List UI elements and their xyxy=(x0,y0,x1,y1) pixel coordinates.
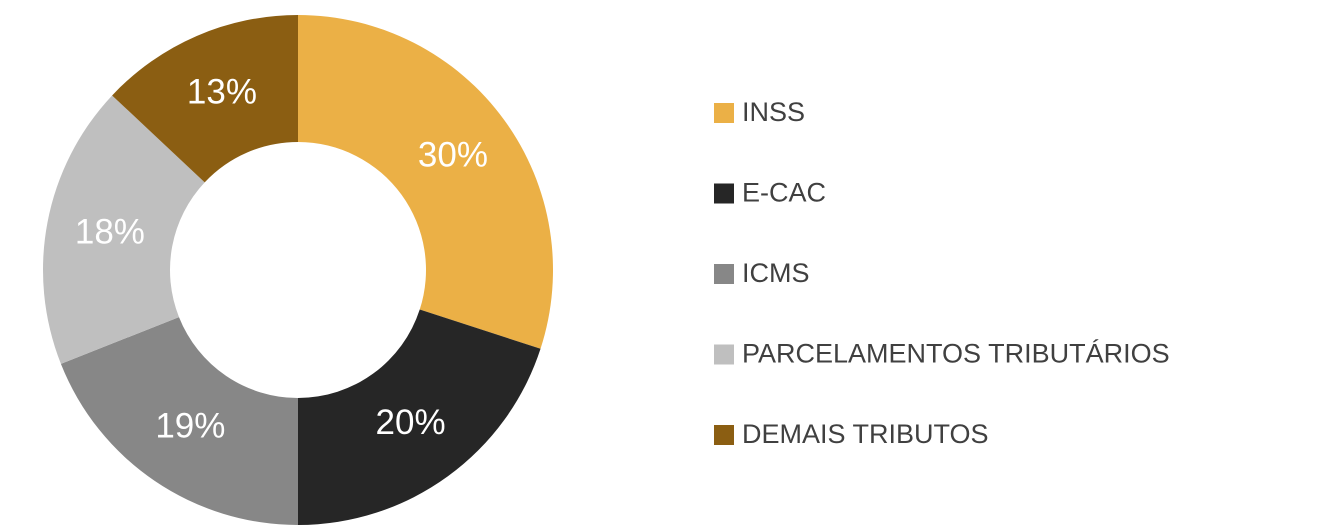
slice-label: 20% xyxy=(376,403,446,442)
legend-swatch xyxy=(714,103,734,123)
legend-swatch xyxy=(714,183,734,204)
slice xyxy=(298,309,541,525)
legend-swatch xyxy=(714,425,734,445)
slice xyxy=(112,15,298,183)
slice xyxy=(43,95,205,364)
slice-label: 30% xyxy=(418,136,488,175)
legend-label: E-CAC xyxy=(742,178,826,208)
legend-label: ICMS xyxy=(742,258,810,288)
legend-swatch xyxy=(714,344,734,365)
slice-label: 19% xyxy=(155,407,225,446)
legend-label: DEMAIS TRIBUTOS xyxy=(742,419,989,449)
legend-label: PARCELAMENTOS TRIBUTÁRIOS xyxy=(742,339,1170,369)
legend-label: INSS xyxy=(742,97,805,127)
slice xyxy=(298,15,553,349)
slice-label: 18% xyxy=(75,212,145,251)
slice-label: 13% xyxy=(187,72,257,111)
slice xyxy=(60,317,298,525)
legend-swatch xyxy=(714,264,734,284)
